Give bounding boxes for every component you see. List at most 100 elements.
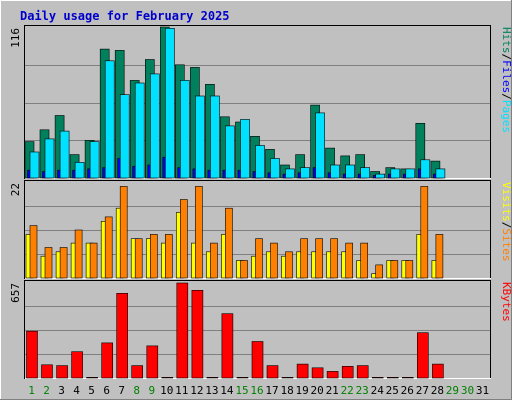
bar-pages bbox=[104, 60, 115, 179]
bar-sites bbox=[150, 234, 158, 279]
bar-kbytes bbox=[191, 289, 204, 379]
bar-pages bbox=[29, 151, 40, 179]
bar-pages bbox=[74, 162, 85, 179]
x-tick-label: 21 bbox=[326, 384, 339, 397]
bar-sites bbox=[420, 186, 429, 279]
bar-pages bbox=[330, 164, 340, 179]
legend-visits: Visits bbox=[500, 182, 512, 222]
y-max-label: 22 bbox=[9, 183, 22, 196]
panel-visits: 22 Visits/Sites bbox=[9, 180, 512, 279]
bar-sites bbox=[119, 186, 128, 279]
x-tick-label: 2 bbox=[43, 384, 50, 397]
bar-pages bbox=[44, 138, 55, 179]
bar-kbytes bbox=[371, 376, 384, 379]
bar-kbytes bbox=[356, 365, 369, 379]
x-tick-label: 30 bbox=[461, 384, 474, 397]
bar-pages bbox=[345, 164, 356, 179]
bar-pages bbox=[315, 112, 325, 179]
x-tick-label: 19 bbox=[295, 384, 308, 397]
bar-kbytes bbox=[101, 342, 113, 379]
bar-kbytes bbox=[116, 292, 128, 379]
bar-pages bbox=[435, 168, 446, 179]
bar-sites bbox=[300, 238, 308, 279]
x-tick-label: 3 bbox=[58, 384, 65, 397]
x-tick-label: 24 bbox=[371, 384, 385, 397]
bar-sites bbox=[210, 242, 218, 279]
x-tick-label: 10 bbox=[160, 384, 173, 397]
x-tick-label: 9 bbox=[148, 384, 155, 397]
legend-sites: Sites bbox=[500, 228, 512, 261]
x-tick-label: 20 bbox=[310, 384, 323, 397]
bar-sites bbox=[29, 225, 38, 279]
x-tick-label: 15 bbox=[235, 384, 248, 397]
bar-kbytes bbox=[161, 376, 174, 379]
bar-sites bbox=[240, 260, 248, 279]
y-max-label: 657 bbox=[9, 283, 22, 303]
bar-pages bbox=[195, 95, 205, 179]
bar-sites bbox=[195, 186, 203, 279]
bar-kbytes bbox=[296, 363, 309, 379]
bar-pages bbox=[375, 173, 386, 179]
bar-sites bbox=[104, 216, 113, 279]
x-tick-label: 11 bbox=[175, 384, 188, 397]
panel-requests: 116 Hits/Files/Pages bbox=[9, 25, 512, 179]
x-tick-label: 18 bbox=[280, 384, 293, 397]
bar-kbytes bbox=[416, 332, 429, 379]
x-tick-label: 6 bbox=[103, 384, 110, 397]
x-tick-label: 13 bbox=[205, 384, 218, 397]
legend-files: Files bbox=[500, 60, 512, 93]
bar-pages bbox=[134, 82, 145, 179]
bar-kbytes bbox=[26, 330, 38, 379]
bar-sites bbox=[255, 238, 263, 279]
bar-pages bbox=[225, 125, 235, 179]
bar-sites bbox=[225, 207, 233, 279]
bar-kbytes bbox=[251, 341, 264, 379]
bar-pages bbox=[270, 158, 280, 179]
bar-pages bbox=[165, 27, 175, 179]
bar-sites bbox=[74, 229, 83, 279]
bar-pages bbox=[89, 141, 100, 179]
x-tick-label: 4 bbox=[73, 384, 80, 397]
x-tick-label: 12 bbox=[190, 384, 203, 397]
x-tick-label: 5 bbox=[88, 384, 95, 397]
bar-pages bbox=[285, 168, 295, 179]
x-tick-label: 25 bbox=[386, 384, 399, 397]
x-tick-label: 7 bbox=[118, 384, 125, 397]
legend: KBytes bbox=[500, 282, 512, 322]
x-tick-label: 17 bbox=[265, 384, 278, 397]
x-tick-label: 14 bbox=[220, 384, 234, 397]
bar-sites bbox=[270, 242, 278, 279]
legend-hits: Hits bbox=[500, 27, 512, 54]
x-tick-label: 1 bbox=[28, 384, 35, 397]
bar-sites bbox=[165, 234, 173, 279]
legend-separator: / bbox=[500, 54, 512, 61]
x-tick-label: 16 bbox=[250, 384, 263, 397]
bar-pages bbox=[420, 159, 431, 179]
legend: Hits/Files/Pages bbox=[500, 27, 512, 133]
bar-kbytes bbox=[71, 351, 83, 379]
bar-kbytes bbox=[41, 364, 53, 379]
x-tick-label: 8 bbox=[133, 384, 140, 397]
bar-kbytes bbox=[432, 363, 444, 379]
bar-sites bbox=[345, 242, 354, 279]
bar-kbytes bbox=[281, 376, 294, 379]
x-tick-label: 23 bbox=[356, 384, 369, 397]
legend: Visits/Sites bbox=[500, 182, 512, 262]
bar-pages bbox=[59, 130, 70, 179]
bar-sites bbox=[435, 234, 444, 279]
bar-sites bbox=[315, 238, 323, 279]
bar-pages bbox=[360, 167, 371, 179]
x-tick-label: 28 bbox=[431, 384, 444, 397]
bar-kbytes bbox=[146, 345, 159, 379]
legend-kbytes: KBytes bbox=[500, 282, 512, 322]
bar-sites bbox=[134, 238, 143, 279]
legend-pages: Pages bbox=[500, 100, 512, 133]
bar-kbytes bbox=[326, 371, 339, 379]
bar-pages bbox=[119, 94, 130, 179]
x-tick-label: 22 bbox=[341, 384, 354, 397]
x-tick-label: 31 bbox=[476, 384, 489, 397]
bar-sites bbox=[180, 199, 188, 279]
